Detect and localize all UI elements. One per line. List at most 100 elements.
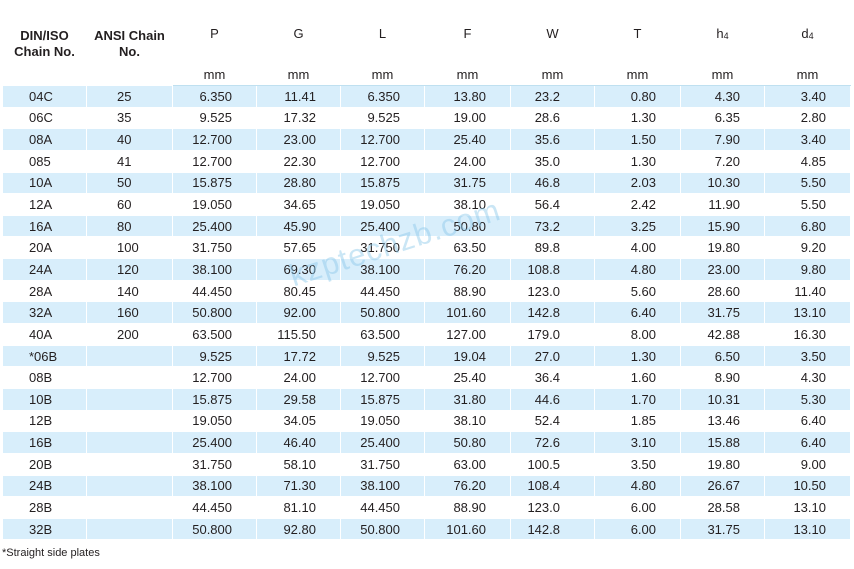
cell-t: 1.50	[594, 128, 681, 151]
table-row: 16B 25.400 46.40 25.400 50.80 72.6 3.10 15.88 6.…	[2, 431, 851, 454]
cell-t: 0.80	[594, 85, 681, 108]
cell-w: 56.4	[510, 193, 595, 216]
cell-ansi: 40	[86, 128, 173, 151]
cell-l: 9.525	[340, 344, 425, 368]
cell-g: 24.00	[256, 366, 341, 389]
header-d4-sub: 4	[808, 30, 814, 41]
cell-d4: 6.40	[764, 409, 851, 433]
cell-w: 35.0	[510, 149, 595, 173]
cell-p: 19.050	[172, 409, 257, 433]
cell-h4: 31.75	[680, 517, 765, 541]
cell-t: 3.25	[594, 214, 681, 238]
cell-din: 20A	[2, 236, 87, 260]
cell-ansi: 200	[86, 323, 173, 346]
cell-w: 52.4	[510, 409, 595, 433]
cell-l: 50.800	[340, 301, 425, 325]
cell-ansi: 160	[86, 301, 173, 325]
cell-t: 6.00	[594, 496, 681, 519]
table-row: 32B 50.800 92.80 50.800 101.60 142.8 6.00 31.75…	[2, 517, 851, 541]
cell-din: 32B	[2, 517, 87, 541]
cell-ansi: 100	[86, 236, 173, 260]
cell-f: 101.60	[424, 517, 511, 541]
cell-w: 35.6	[510, 128, 595, 151]
cell-ansi: 80	[86, 214, 173, 238]
cell-g: 57.65	[256, 236, 341, 260]
cell-p: 9.525	[172, 344, 257, 368]
cell-g: 29.58	[256, 387, 341, 411]
cell-h4: 6.35	[680, 106, 765, 130]
footnote: *Straight side plates	[2, 547, 100, 559]
table-row: 10B 15.875 29.58 15.875 31.80 44.6 1.70 10.31 5.…	[2, 387, 851, 411]
cell-h4: 42.88	[680, 323, 765, 346]
cell-din: 32A	[2, 301, 87, 325]
table-row: 08A 40 12.700 23.00 12.700 25.40 35.6 1.50 7.90 3…	[2, 128, 851, 151]
cell-p: 15.875	[172, 387, 257, 411]
cell-p: 9.525	[172, 106, 257, 130]
cell-din: 10A	[2, 171, 87, 195]
table-row: 20B 31.750 58.10 31.750 63.00 100.5 3.50 19.80 9…	[2, 452, 851, 476]
cell-h4: 7.20	[680, 149, 765, 173]
cell-t: 1.85	[594, 409, 681, 433]
cell-d4: 9.80	[764, 258, 851, 281]
cell-f: 101.60	[424, 301, 511, 325]
cell-ansi: 120	[86, 258, 173, 281]
cell-ansi: 140	[86, 279, 173, 303]
cell-f: 50.80	[424, 214, 511, 238]
cell-w: 28.6	[510, 106, 595, 130]
unit-d4: mm	[764, 63, 851, 86]
cell-din: 04C	[2, 85, 87, 108]
cell-l: 31.750	[340, 452, 425, 476]
cell-din: 08B	[2, 366, 87, 389]
cell-din: 16A	[2, 214, 87, 238]
cell-p: 50.800	[172, 301, 257, 325]
cell-g: 69.30	[256, 258, 341, 281]
cell-p: 15.875	[172, 171, 257, 195]
table-body: 04C 25 6.350 11.41 6.350 13.80 23.2 0.80 4.30 3.4…	[2, 85, 851, 541]
cell-w: 142.8	[510, 517, 595, 541]
cell-ansi: 60	[86, 193, 173, 216]
cell-p: 31.750	[172, 452, 257, 476]
cell-f: 127.00	[424, 323, 511, 346]
table-row: 085 41 12.700 22.30 12.700 24.00 35.0 1.30 7.20 4…	[2, 149, 851, 173]
cell-g: 81.10	[256, 496, 341, 519]
cell-g: 28.80	[256, 171, 341, 195]
cell-d4: 4.85	[764, 149, 851, 173]
cell-p: 31.750	[172, 236, 257, 260]
cell-g: 23.00	[256, 128, 341, 151]
cell-din: 20B	[2, 452, 87, 476]
unit-row: mm mm mm mm mm mm mm mm	[3, 63, 851, 86]
cell-g: 45.90	[256, 214, 341, 238]
cell-t: 6.00	[594, 517, 681, 541]
cell-w: 36.4	[510, 366, 595, 389]
header-din-iso: DIN/ISO Chain No.	[2, 2, 87, 86]
cell-p: 6.350	[172, 85, 257, 108]
cell-t: 8.00	[594, 323, 681, 346]
cell-l: 31.750	[340, 236, 425, 260]
header-d4: d4	[764, 2, 851, 64]
cell-t: 4.80	[594, 474, 681, 498]
cell-h4: 6.50	[680, 344, 765, 368]
cell-t: 4.80	[594, 258, 681, 281]
cell-ansi	[86, 344, 173, 368]
cell-l: 38.100	[340, 474, 425, 498]
cell-din: *06B	[2, 344, 87, 368]
cell-h4: 11.90	[680, 193, 765, 216]
cell-l: 19.050	[340, 193, 425, 216]
cell-l: 25.400	[340, 214, 425, 238]
cell-w: 23.2	[510, 85, 595, 108]
cell-din: 16B	[2, 431, 87, 454]
cell-h4: 23.00	[680, 258, 765, 281]
cell-d4: 16.30	[764, 323, 851, 346]
cell-din: 085	[2, 149, 87, 173]
cell-h4: 4.30	[680, 85, 765, 108]
cell-d4: 13.10	[764, 517, 851, 541]
cell-w: 108.4	[510, 474, 595, 498]
cell-ansi	[86, 431, 173, 454]
table-row: 06C 35 9.525 17.32 9.525 19.00 28.6 1.30 6.35 2.8…	[2, 106, 851, 130]
unit-w: mm	[510, 63, 595, 86]
unit-g: mm	[256, 63, 341, 86]
cell-g: 92.80	[256, 517, 341, 541]
cell-g: 46.40	[256, 431, 341, 454]
cell-w: 27.0	[510, 344, 595, 368]
cell-h4: 19.80	[680, 452, 765, 476]
